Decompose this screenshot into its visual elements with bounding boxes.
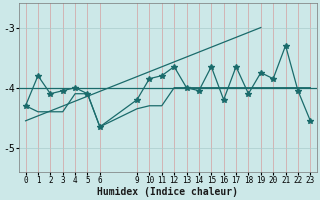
X-axis label: Humidex (Indice chaleur): Humidex (Indice chaleur) — [98, 186, 238, 197]
